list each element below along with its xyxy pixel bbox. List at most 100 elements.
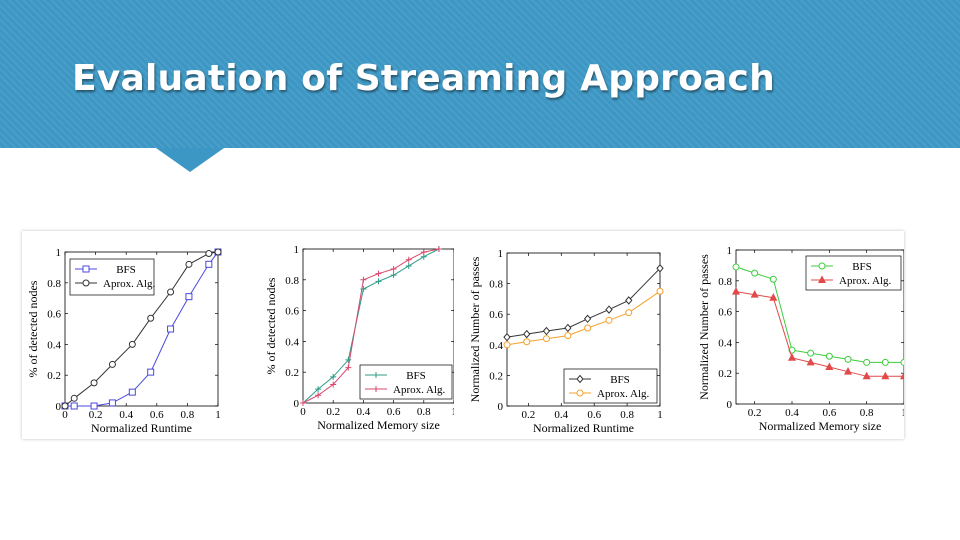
series-aprox-alg <box>731 287 904 380</box>
legend-item: BFS <box>75 264 136 276</box>
y-tick-label: 0.2 <box>285 367 299 379</box>
data-point <box>390 266 397 273</box>
banner-notch <box>156 148 224 172</box>
legend-item: Aprox. Alg. <box>365 384 446 396</box>
y-tick-label: 0.4 <box>285 336 299 348</box>
data-point <box>375 278 382 285</box>
x-tick-label: 1 <box>451 406 454 418</box>
legend-box <box>359 364 453 400</box>
data-point <box>769 275 777 283</box>
data-point <box>82 279 90 287</box>
x-tick-label: 0.2 <box>89 409 103 421</box>
y-tick-label: 0.8 <box>47 278 61 290</box>
data-point <box>899 371 904 380</box>
data-point <box>300 400 306 406</box>
data-point <box>373 372 379 378</box>
series-line <box>302 248 440 404</box>
chart-runtime-passes: 0.2 0.4 0.6 0.8 1 0 0.2 0.4 0.6 0.8 1 Normalized Ru… <box>468 248 664 435</box>
data-point <box>843 367 853 375</box>
x-tick-label: 1 <box>901 407 904 419</box>
data-point <box>523 329 531 339</box>
data-point <box>807 349 815 357</box>
data-point <box>881 371 890 380</box>
data-point <box>373 386 379 392</box>
series-aprox-alg <box>503 287 664 349</box>
data-point <box>900 358 904 366</box>
data-point <box>167 288 175 296</box>
data-point <box>732 263 740 271</box>
data-point <box>576 374 584 384</box>
series-line <box>735 291 904 377</box>
data-point <box>70 394 78 402</box>
data-point <box>818 262 826 270</box>
plot-frame <box>506 252 661 407</box>
legend-label: Aprox. Alg. <box>839 275 892 287</box>
x-tick-label: 0.6 <box>387 406 401 418</box>
data-point <box>583 314 592 324</box>
y-axis-label: % of detected nodes <box>264 277 278 374</box>
x-tick-label: 0.6 <box>822 407 836 419</box>
legend-label: BFS <box>852 261 872 273</box>
data-point <box>205 260 213 268</box>
y-tick-label: 0 <box>56 401 62 413</box>
y-tick-label: 1 <box>498 248 504 260</box>
data-point <box>584 324 592 332</box>
data-point <box>751 269 759 277</box>
series-line <box>65 251 219 407</box>
x-axis-label: Normalized Runtime <box>91 421 192 435</box>
data-point <box>147 314 155 322</box>
data-point <box>625 309 633 317</box>
legend: BFS Aprox. Alg. <box>805 255 902 291</box>
y-tick-label: 0.2 <box>47 370 61 382</box>
plot-frame <box>302 248 454 404</box>
y-tick-label: 0.2 <box>489 370 503 382</box>
y-tick-label: 1 <box>294 244 300 256</box>
legend-item: Aprox. Alg. <box>811 275 892 287</box>
y-tick-label: 0.4 <box>47 339 61 351</box>
data-point <box>750 290 759 298</box>
data-point <box>390 272 397 279</box>
x-tick-label: 0.6 <box>150 409 164 421</box>
series-aprox-alg <box>300 246 442 406</box>
y-tick-label: 0.6 <box>489 309 503 321</box>
data-point <box>825 352 833 360</box>
y-tick-label: 0.6 <box>47 309 61 321</box>
legend-item: BFS <box>365 370 426 382</box>
data-point <box>330 381 337 388</box>
data-point <box>435 246 442 252</box>
series-line <box>506 267 661 338</box>
data-point <box>769 293 778 301</box>
plot-frame <box>735 249 904 405</box>
figure-strip: 0 0.2 0.4 0.6 0.8 1 0 0.2 0.4 0.6 0.8 1 Normalized R… <box>22 231 904 439</box>
data-point <box>862 371 871 380</box>
series-aprox-alg <box>61 248 222 410</box>
data-point <box>315 386 322 393</box>
data-point <box>375 270 382 277</box>
data-point <box>360 276 367 283</box>
data-point <box>806 357 815 366</box>
series-bfs <box>732 263 904 366</box>
chart-memory-detected-nodes: 0 0.2 0.4 0.6 0.8 1 0 0.2 0.4 0.6 0.8 1 Normalized M… <box>264 244 454 432</box>
series-line <box>506 290 661 346</box>
data-point <box>330 373 337 380</box>
data-point <box>108 360 116 368</box>
data-point <box>167 325 175 333</box>
x-tick-label: 0.2 <box>326 406 340 418</box>
legend-label: Aprox. Alg. <box>393 384 446 396</box>
data-point <box>656 264 664 273</box>
data-point <box>542 335 550 343</box>
x-tick-label: 0.8 <box>620 409 634 421</box>
data-point <box>576 389 584 397</box>
data-point <box>345 364 352 371</box>
data-point <box>128 340 136 348</box>
title-banner <box>0 0 960 148</box>
legend-label: BFS <box>406 370 426 382</box>
x-axis-label: Normalized Memory size <box>759 419 882 433</box>
data-point <box>185 293 193 301</box>
data-point <box>564 323 572 333</box>
x-tick-label: 0 <box>62 409 68 421</box>
data-point <box>605 305 613 314</box>
y-tick-label: 0 <box>727 399 733 411</box>
data-point <box>61 402 69 410</box>
x-tick-label: 0.8 <box>181 409 195 421</box>
